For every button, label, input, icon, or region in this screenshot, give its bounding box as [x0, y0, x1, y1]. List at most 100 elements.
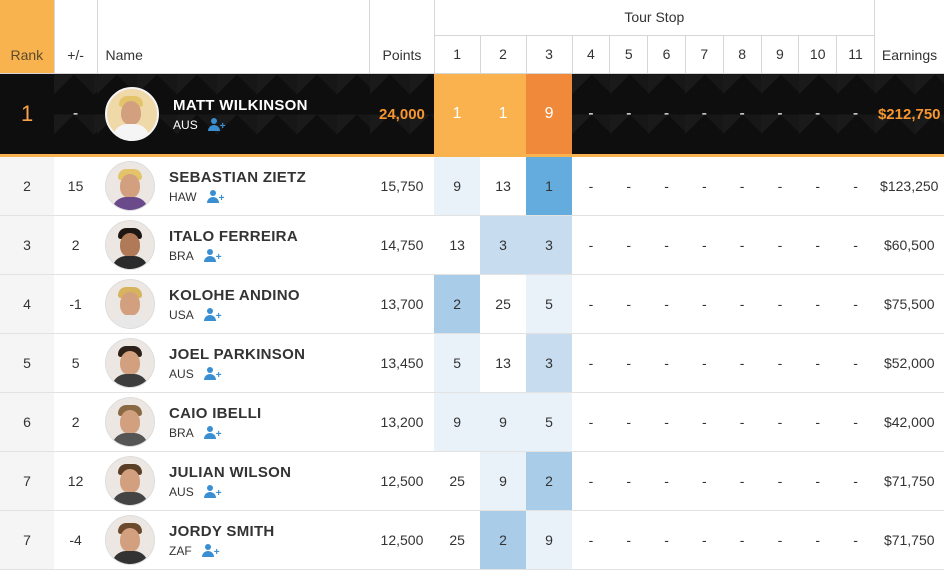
stop-result: -: [648, 74, 686, 156]
table-row[interactable]: 6 2 CAIO IBELLI BRA+ 13,200 9 9 5 - - - …: [0, 393, 944, 452]
athlete-name[interactable]: KOLOHE ANDINO: [169, 287, 300, 304]
athlete-name[interactable]: SEBASTIAN ZIETZ: [169, 169, 306, 186]
stop-10-header[interactable]: 10: [799, 35, 837, 73]
athlete-cell[interactable]: JOEL PARKINSON AUS+: [97, 334, 370, 393]
stop-6-header[interactable]: 6: [648, 35, 686, 73]
stop-result: -: [610, 275, 648, 334]
leader-row[interactable]: 1 - MATT WILKINSON AUS+ 24,000 1 1 9 - -…: [0, 74, 944, 156]
table-row[interactable]: 4 -1 KOLOHE ANDINO USA+ 13,700 2 25 5 - …: [0, 275, 944, 334]
stop-1-header[interactable]: 1: [434, 35, 480, 73]
athlete-cell[interactable]: JORDY SMITH ZAF+: [97, 511, 370, 570]
stop-result: 1: [434, 74, 480, 156]
follow-icon[interactable]: +: [204, 485, 220, 498]
athlete-name[interactable]: ITALO FERREIRA: [169, 228, 298, 245]
table-row[interactable]: 3 2 ITALO FERREIRA BRA+ 14,750 13 3 3 - …: [0, 216, 944, 275]
rank-header[interactable]: Rank: [0, 0, 54, 74]
athlete-name[interactable]: CAIO IBELLI: [169, 405, 261, 422]
athlete-avatar[interactable]: [105, 87, 159, 141]
athlete-cell[interactable]: MATT WILKINSON AUS+: [97, 74, 370, 156]
rank-cell: 7: [0, 511, 54, 570]
stop-result: -: [572, 275, 610, 334]
stop-result: -: [837, 216, 875, 275]
rank-cell: 1: [0, 74, 54, 156]
athlete-cell[interactable]: ITALO FERREIRA BRA+: [97, 216, 370, 275]
table-row[interactable]: 7 12 JULIAN WILSON AUS+ 12,500 25 9 2 - …: [0, 452, 944, 511]
stop-5-header[interactable]: 5: [610, 35, 648, 73]
athlete-country: AUS: [169, 485, 194, 499]
rank-cell: 3: [0, 216, 54, 275]
athlete-avatar[interactable]: [105, 397, 155, 447]
stop-result: -: [572, 216, 610, 275]
athlete-cell[interactable]: KOLOHE ANDINO USA+: [97, 275, 370, 334]
athlete-name[interactable]: JORDY SMITH: [169, 523, 275, 540]
stop-2-header[interactable]: 2: [480, 35, 526, 73]
follow-icon[interactable]: +: [207, 190, 223, 203]
stop-result: -: [723, 511, 761, 570]
athlete-name[interactable]: JULIAN WILSON: [169, 464, 291, 481]
stop-result: -: [685, 511, 723, 570]
stop-8-header[interactable]: 8: [723, 35, 761, 73]
athlete-avatar[interactable]: [105, 338, 155, 388]
stop-result: -: [837, 275, 875, 334]
stop-result: 9: [480, 452, 526, 511]
athlete-avatar[interactable]: [105, 161, 155, 211]
change-cell: -1: [54, 275, 97, 334]
stop-result: 5: [526, 275, 572, 334]
stop-result: -: [572, 511, 610, 570]
athlete-name[interactable]: JOEL PARKINSON: [169, 346, 305, 363]
earnings-cell: $52,000: [875, 334, 944, 393]
stop-result: -: [837, 156, 875, 216]
points-cell: 13,200: [370, 393, 434, 452]
follow-icon[interactable]: +: [208, 118, 224, 131]
athlete-name[interactable]: MATT WILKINSON: [173, 97, 308, 114]
change-cell: -4: [54, 511, 97, 570]
earnings-cell: $123,250: [875, 156, 944, 216]
table-row[interactable]: 2 15 SEBASTIAN ZIETZ HAW+ 15,750 9 13 1 …: [0, 156, 944, 216]
change-header[interactable]: +/-: [54, 0, 97, 74]
points-header[interactable]: Points: [370, 0, 434, 74]
follow-icon[interactable]: +: [202, 544, 218, 557]
follow-icon[interactable]: +: [204, 249, 220, 262]
stop-result: 1: [480, 74, 526, 156]
earnings-cell: $60,500: [875, 216, 944, 275]
stop-result: -: [610, 393, 648, 452]
follow-icon[interactable]: +: [204, 426, 220, 439]
stop-result: -: [572, 334, 610, 393]
athlete-avatar[interactable]: [105, 279, 155, 329]
stop-4-header[interactable]: 4: [572, 35, 610, 73]
table-row[interactable]: 5 5 JOEL PARKINSON AUS+ 13,450 5 13 3 - …: [0, 334, 944, 393]
stop-11-header[interactable]: 11: [837, 35, 875, 73]
name-header[interactable]: Name: [97, 0, 370, 74]
athlete-cell[interactable]: JULIAN WILSON AUS +: [97, 452, 370, 511]
stop-result: -: [799, 393, 837, 452]
follow-icon[interactable]: +: [204, 367, 220, 380]
stop-result: 9: [526, 511, 572, 570]
follow-icon[interactable]: +: [204, 308, 220, 321]
stop-result: -: [610, 156, 648, 216]
stop-result: 9: [480, 393, 526, 452]
stop-7-header[interactable]: 7: [685, 35, 723, 73]
stop-result: 5: [434, 334, 480, 393]
rank-cell: 4: [0, 275, 54, 334]
athlete-cell[interactable]: CAIO IBELLI BRA+: [97, 393, 370, 452]
points-cell: 24,000: [370, 74, 434, 156]
change-cell: 2: [54, 216, 97, 275]
stop-3-header[interactable]: 3: [526, 35, 572, 73]
athlete-avatar[interactable]: [105, 220, 155, 270]
earnings-cell: $212,750: [875, 74, 944, 156]
stop-result: -: [648, 452, 686, 511]
stop-result: 13: [434, 216, 480, 275]
stop-result: 3: [526, 216, 572, 275]
earnings-cell: $71,750: [875, 511, 944, 570]
earnings-header[interactable]: Earnings: [875, 0, 944, 74]
athlete-avatar[interactable]: [105, 456, 155, 506]
stop-result: 9: [526, 74, 572, 156]
stop-9-header[interactable]: 9: [761, 35, 799, 73]
rank-cell: 7: [0, 452, 54, 511]
athlete-cell[interactable]: SEBASTIAN ZIETZ HAW+: [97, 156, 370, 216]
table-row[interactable]: 7 -4 JORDY SMITH ZAF+ 12,500 25 2 9 - - …: [0, 511, 944, 570]
stop-result: 9: [434, 156, 480, 216]
stop-result: -: [572, 156, 610, 216]
tour-stop-header: Tour Stop: [434, 0, 874, 35]
stop-result: -: [761, 74, 799, 156]
